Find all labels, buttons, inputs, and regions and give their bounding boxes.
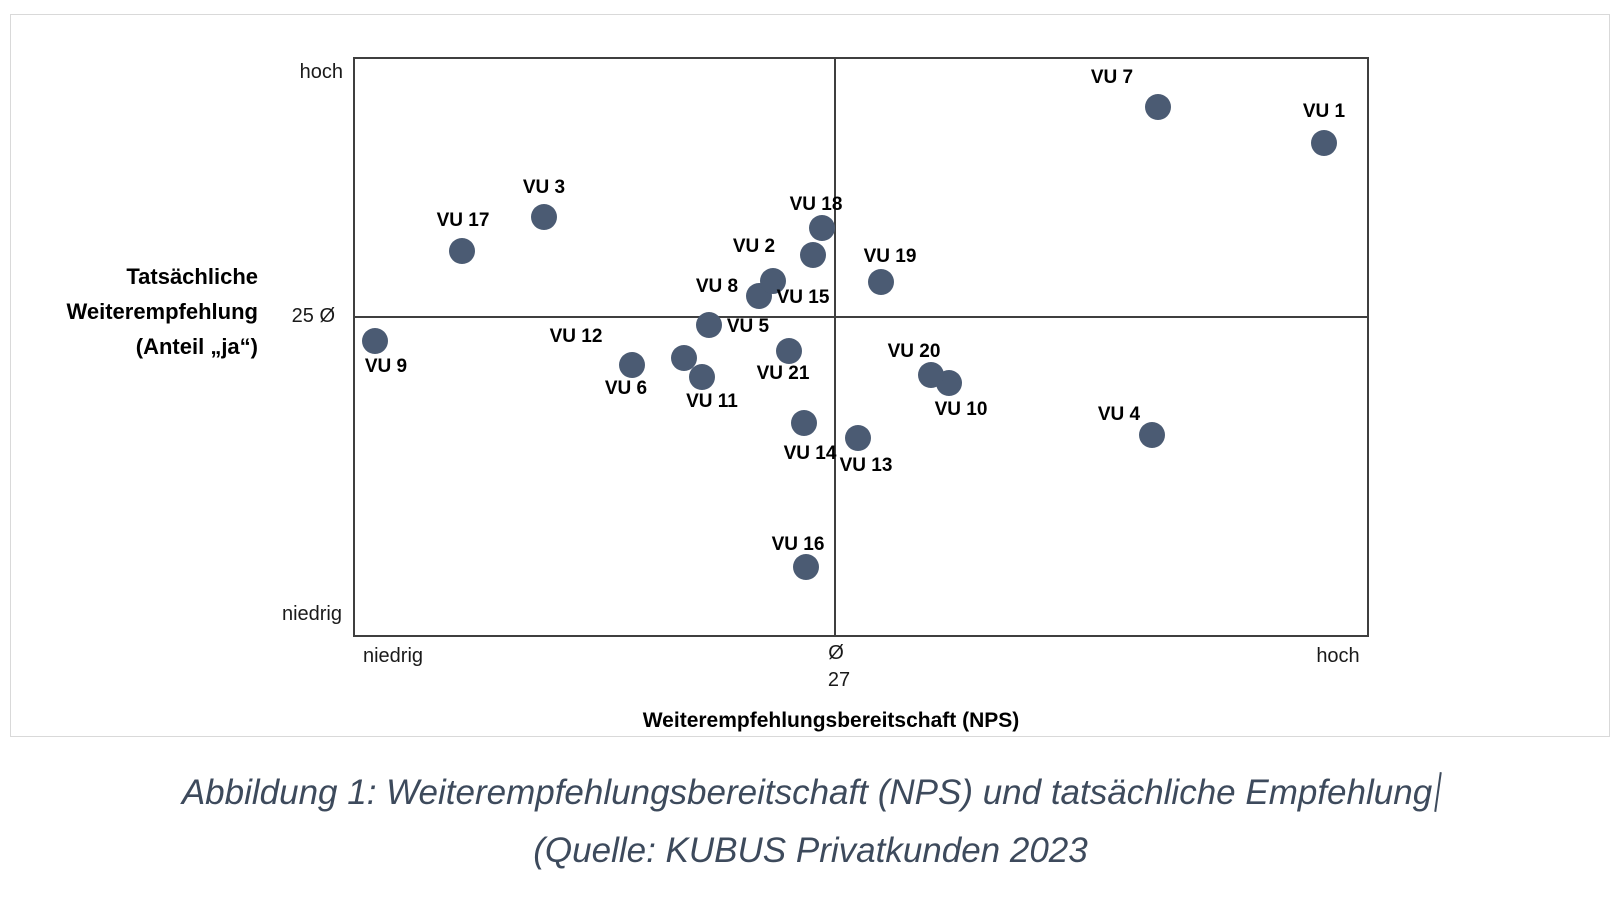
data-point-vu-3[interactable] [531,204,557,230]
data-point-label-vu-12[interactable]: VU 12 [549,326,603,347]
data-point-label-vu-16[interactable]: VU 16 [771,534,825,555]
data-point-vu-17[interactable] [449,238,475,264]
data-point-vu-15[interactable] [760,268,786,294]
data-point-label-vu-21[interactable]: VU 21 [756,363,810,384]
data-point-vu-1[interactable] [1311,130,1337,156]
data-point-label-vu-9[interactable]: VU 9 [364,356,408,377]
plot-area[interactable] [353,57,1369,637]
y-axis-title-line1: Tatsächliche [126,264,258,289]
figure-caption[interactable]: Abbildung 1: Weiterempfehlungsbereitscha… [0,764,1621,880]
data-point-label-vu-6[interactable]: VU 6 [604,378,648,399]
y-axis-title-line3: (Anteil „ja“) [135,334,258,359]
y-average-line [353,316,1369,318]
y-tick-hoch: hoch [299,61,343,83]
data-point-label-vu-20[interactable]: VU 20 [887,341,941,362]
data-point-label-vu-14[interactable]: VU 14 [783,443,837,464]
data-point-label-vu-18[interactable]: VU 18 [789,194,843,215]
data-point-vu-20[interactable] [918,362,944,388]
text-cursor [1434,772,1442,812]
x-tick-average-value: 27 [827,669,851,691]
data-point-label-vu-5[interactable]: VU 5 [726,316,770,337]
data-point-vu-9[interactable] [362,328,388,354]
scatter-layer: VU 1 VU 2 VU 3 VU 4 VU 5 VU 6 VU 7 VU 8 VU 9 VU 1… [11,15,1621,752]
data-point-label-vu-7[interactable]: VU 7 [1090,67,1134,88]
caption-line2[interactable]: (Quelle: KUBUS Privatkunden 2023 [533,831,1088,870]
data-point-vu-6[interactable] [619,352,645,378]
data-point-vu-14[interactable] [791,410,817,436]
data-point-label-vu-2[interactable]: VU 2 [732,236,776,257]
x-axis-title: Weiterempfehlungsbereitschaft (NPS) [642,709,1020,732]
x-tick-niedrig: niedrig [362,645,424,667]
y-axis-title: Tatsächliche Weiterempfehlung (Anteil „j… [11,259,258,364]
data-point-label-vu-15[interactable]: VU 15 [776,287,830,308]
data-point-vu-16[interactable] [793,554,819,580]
data-point-label-vu-11[interactable]: VU 11 [686,391,738,412]
x-tick-hoch: hoch [1316,645,1360,667]
data-point-vu-21[interactable] [776,338,802,364]
data-point-label-vu-8[interactable]: VU 8 [695,276,739,297]
data-point-vu-19[interactable] [868,269,894,295]
y-tick-average: 25 Ø [291,305,335,327]
data-point-vu-13[interactable] [845,425,871,451]
data-point-label-vu-13[interactable]: VU 13 [839,455,893,476]
data-point-vu-2[interactable] [800,242,826,268]
y-axis-title-line2: Weiterempfehlung [66,299,258,324]
data-point-label-vu-10[interactable]: VU 10 [934,399,988,420]
x-tick-average-symbol: Ø [828,642,844,664]
data-point-vu-4[interactable] [1139,422,1165,448]
y-tick-niedrig: niedrig [281,603,342,625]
data-point-vu-5[interactable] [696,312,722,338]
data-point-label-vu-3[interactable]: VU 3 [522,177,566,198]
data-point-label-vu-19[interactable]: VU 19 [863,246,917,267]
data-point-vu-11[interactable] [689,364,715,390]
caption-line1[interactable]: Abbildung 1: Weiterempfehlungsbereitscha… [0,764,1621,822]
data-point-vu-7[interactable] [1145,94,1171,120]
data-point-label-vu-1[interactable]: VU 1 [1302,101,1346,122]
chart-panel[interactable]: Tatsächliche Weiterempfehlung (Anteil „j… [10,14,1610,737]
x-average-line [834,57,836,637]
data-point-label-vu-17[interactable]: VU 17 [436,210,490,231]
data-point-vu-18[interactable] [809,215,835,241]
data-point-vu-12[interactable] [671,345,697,371]
data-point-label-vu-4[interactable]: VU 4 [1097,404,1141,425]
